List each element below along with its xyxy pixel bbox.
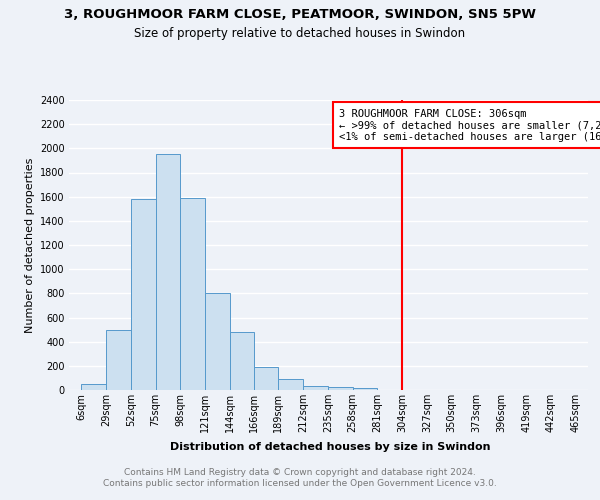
Bar [205,294,230,390]
Bar [106,330,131,390]
Text: Contains HM Land Registry data © Crown copyright and database right 2024.
Contai: Contains HM Land Registry data © Crown c… [103,468,497,487]
Bar [254,367,278,390]
Bar [353,388,377,390]
Bar [181,198,205,390]
Text: 3 ROUGHMOOR FARM CLOSE: 306sqm
← >99% of detached houses are smaller (7,267)
<1%: 3 ROUGHMOOR FARM CLOSE: 306sqm ← >99% of… [339,108,600,142]
Bar [328,387,353,390]
Bar [131,199,155,390]
Bar [303,386,328,390]
Bar [82,384,106,390]
Text: 3, ROUGHMOOR FARM CLOSE, PEATMOOR, SWINDON, SN5 5PW: 3, ROUGHMOOR FARM CLOSE, PEATMOOR, SWIND… [64,8,536,20]
Bar [278,379,303,390]
Text: Distribution of detached houses by size in Swindon: Distribution of detached houses by size … [170,442,490,452]
Bar [230,332,254,390]
Bar [155,154,181,390]
Text: Size of property relative to detached houses in Swindon: Size of property relative to detached ho… [134,28,466,40]
Y-axis label: Number of detached properties: Number of detached properties [25,158,35,332]
